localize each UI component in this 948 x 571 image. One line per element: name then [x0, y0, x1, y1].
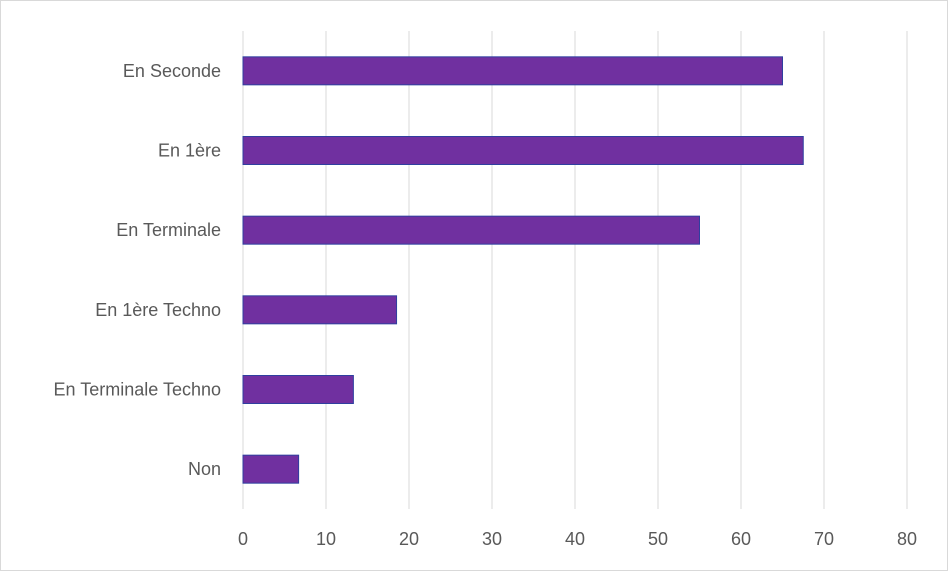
category-label-3: En Terminale [116, 220, 221, 240]
x-tick-label-40: 40 [565, 529, 585, 549]
x-tick-label-60: 60 [731, 529, 751, 549]
x-tick-label-30: 30 [482, 529, 502, 549]
bar-6 [242, 454, 300, 484]
bar-5 [242, 375, 354, 404]
bar-1 [242, 56, 783, 86]
x-tick-label-20: 20 [399, 529, 419, 549]
category-labels: En Seconde En 1ère En Terminale En 1ère Tec… [54, 61, 221, 479]
category-label-5: En Terminale Techno [54, 380, 221, 400]
category-label-6: Non [188, 459, 221, 479]
x-tick-label-10: 10 [316, 529, 336, 549]
x-axis-tick-labels: 0 10 20 30 40 50 60 70 80 [238, 529, 917, 549]
bar-4 [242, 295, 398, 325]
bars [242, 56, 804, 484]
category-label-2: En 1ère [158, 141, 221, 161]
bar-3 [242, 215, 700, 245]
bar-2 [242, 136, 804, 165]
x-tick-label-80: 80 [897, 529, 917, 549]
x-tick-label-70: 70 [814, 529, 834, 549]
category-label-1: En Seconde [123, 61, 221, 81]
category-label-4: En 1ère Techno [95, 300, 221, 320]
gridlines [242, 31, 908, 509]
x-tick-label-50: 50 [648, 529, 668, 549]
x-tick-label-0: 0 [238, 529, 248, 549]
